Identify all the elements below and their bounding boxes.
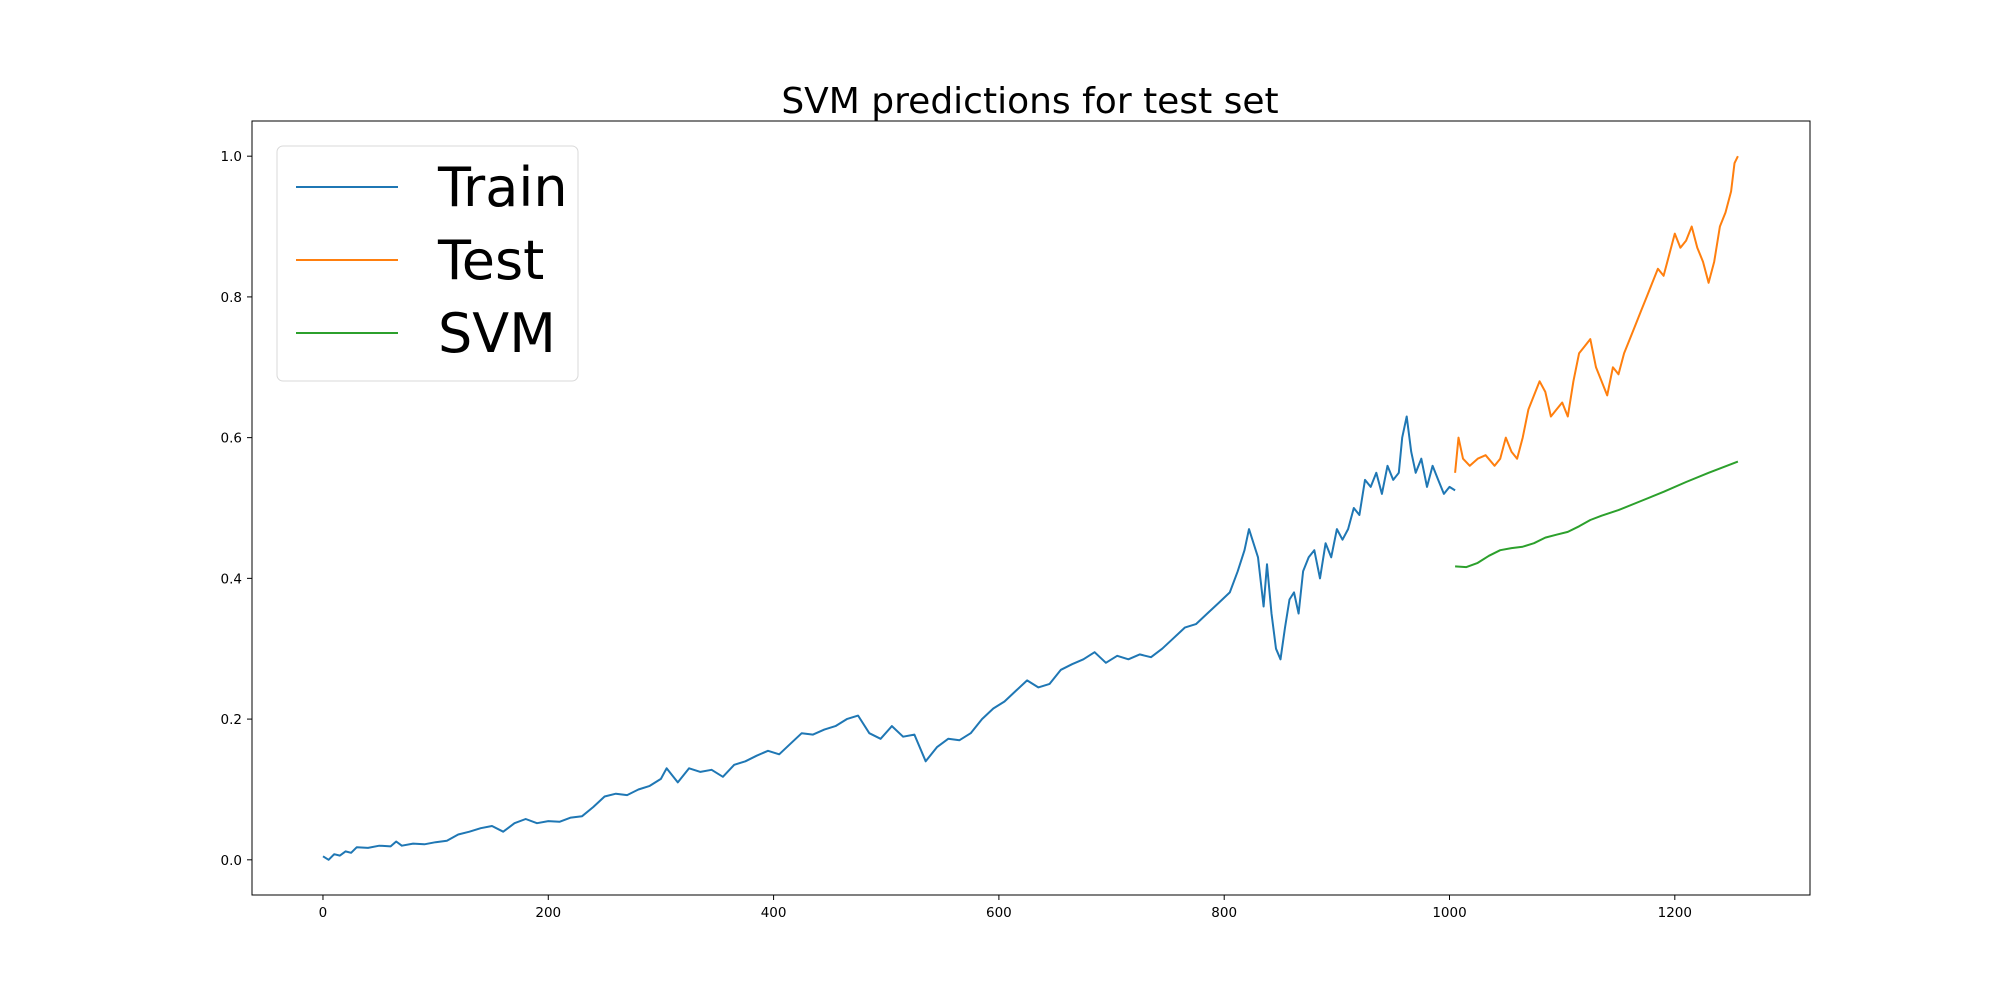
legend-label-svm: SVM (438, 302, 556, 365)
x-tick-label: 400 (761, 905, 787, 921)
x-axis: 0 200 400 600 800 1000 1200 (319, 895, 1692, 921)
series-line-train (322, 415, 1456, 861)
series-line-test (1454, 155, 1739, 473)
x-tick-label: 800 (1211, 905, 1237, 921)
plot-frame (251, 120, 1811, 896)
x-tick-label: 600 (986, 905, 1012, 921)
y-tick-label: 0.8 (221, 290, 242, 306)
y-tick-label: 1.0 (221, 149, 242, 165)
y-tick-label: 0.0 (221, 853, 242, 869)
y-tick-label: 0.2 (221, 712, 242, 728)
x-tick-label: 200 (535, 905, 561, 921)
legend-entries: Train Test SVM (296, 156, 568, 365)
x-tick-label: 1200 (1658, 905, 1692, 921)
legend-label-test: Test (437, 229, 544, 292)
legend: Train Test SVM (276, 145, 579, 382)
y-tick-label: 0.4 (221, 571, 242, 587)
legend-frame (276, 145, 579, 382)
series-layer (322, 155, 1739, 861)
x-tick-label: 0 (319, 905, 328, 921)
y-tick-label: 0.6 (221, 431, 242, 447)
series-line-svm (1455, 460, 1739, 569)
y-axis: 0.0 0.2 0.4 0.6 0.8 1.0 (221, 149, 252, 869)
x-tick-label: 1000 (1432, 905, 1466, 921)
chart-title: SVM predictions for test set (781, 81, 1278, 122)
legend-label-train: Train (437, 156, 568, 219)
